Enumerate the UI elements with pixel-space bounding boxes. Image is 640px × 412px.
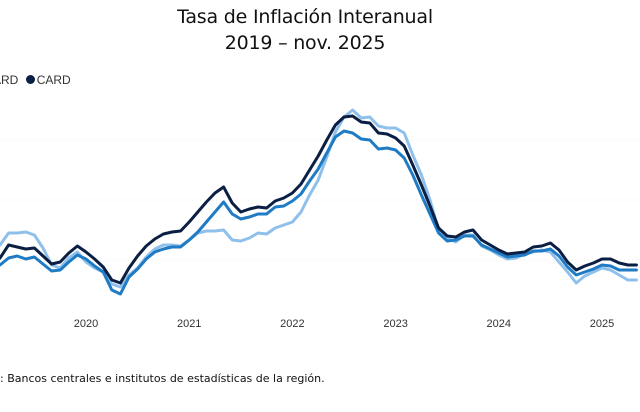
source-note: : Bancos centrales e institutos de estad… bbox=[0, 372, 325, 385]
x-tick-label: 2023 bbox=[383, 318, 407, 330]
x-tick-label: 2025 bbox=[590, 318, 614, 330]
chart-title: Tasa de Inflación Interanual bbox=[177, 6, 433, 28]
legend: ARD CARD bbox=[0, 72, 71, 87]
series-line-1 bbox=[0, 129, 638, 296]
legend-dot-1 bbox=[25, 75, 35, 85]
chart-subtitle: 2019 – nov. 2025 bbox=[224, 32, 386, 54]
legend-label-1: CARD bbox=[36, 72, 71, 87]
x-tick-label: 2024 bbox=[487, 318, 511, 330]
x-tick-label: 2021 bbox=[177, 318, 201, 330]
x-tick-label: 2022 bbox=[280, 318, 304, 330]
x-tick-label: 2020 bbox=[74, 318, 98, 330]
series-line-0 bbox=[0, 114, 638, 285]
legend-label-0: ARD bbox=[0, 72, 19, 87]
